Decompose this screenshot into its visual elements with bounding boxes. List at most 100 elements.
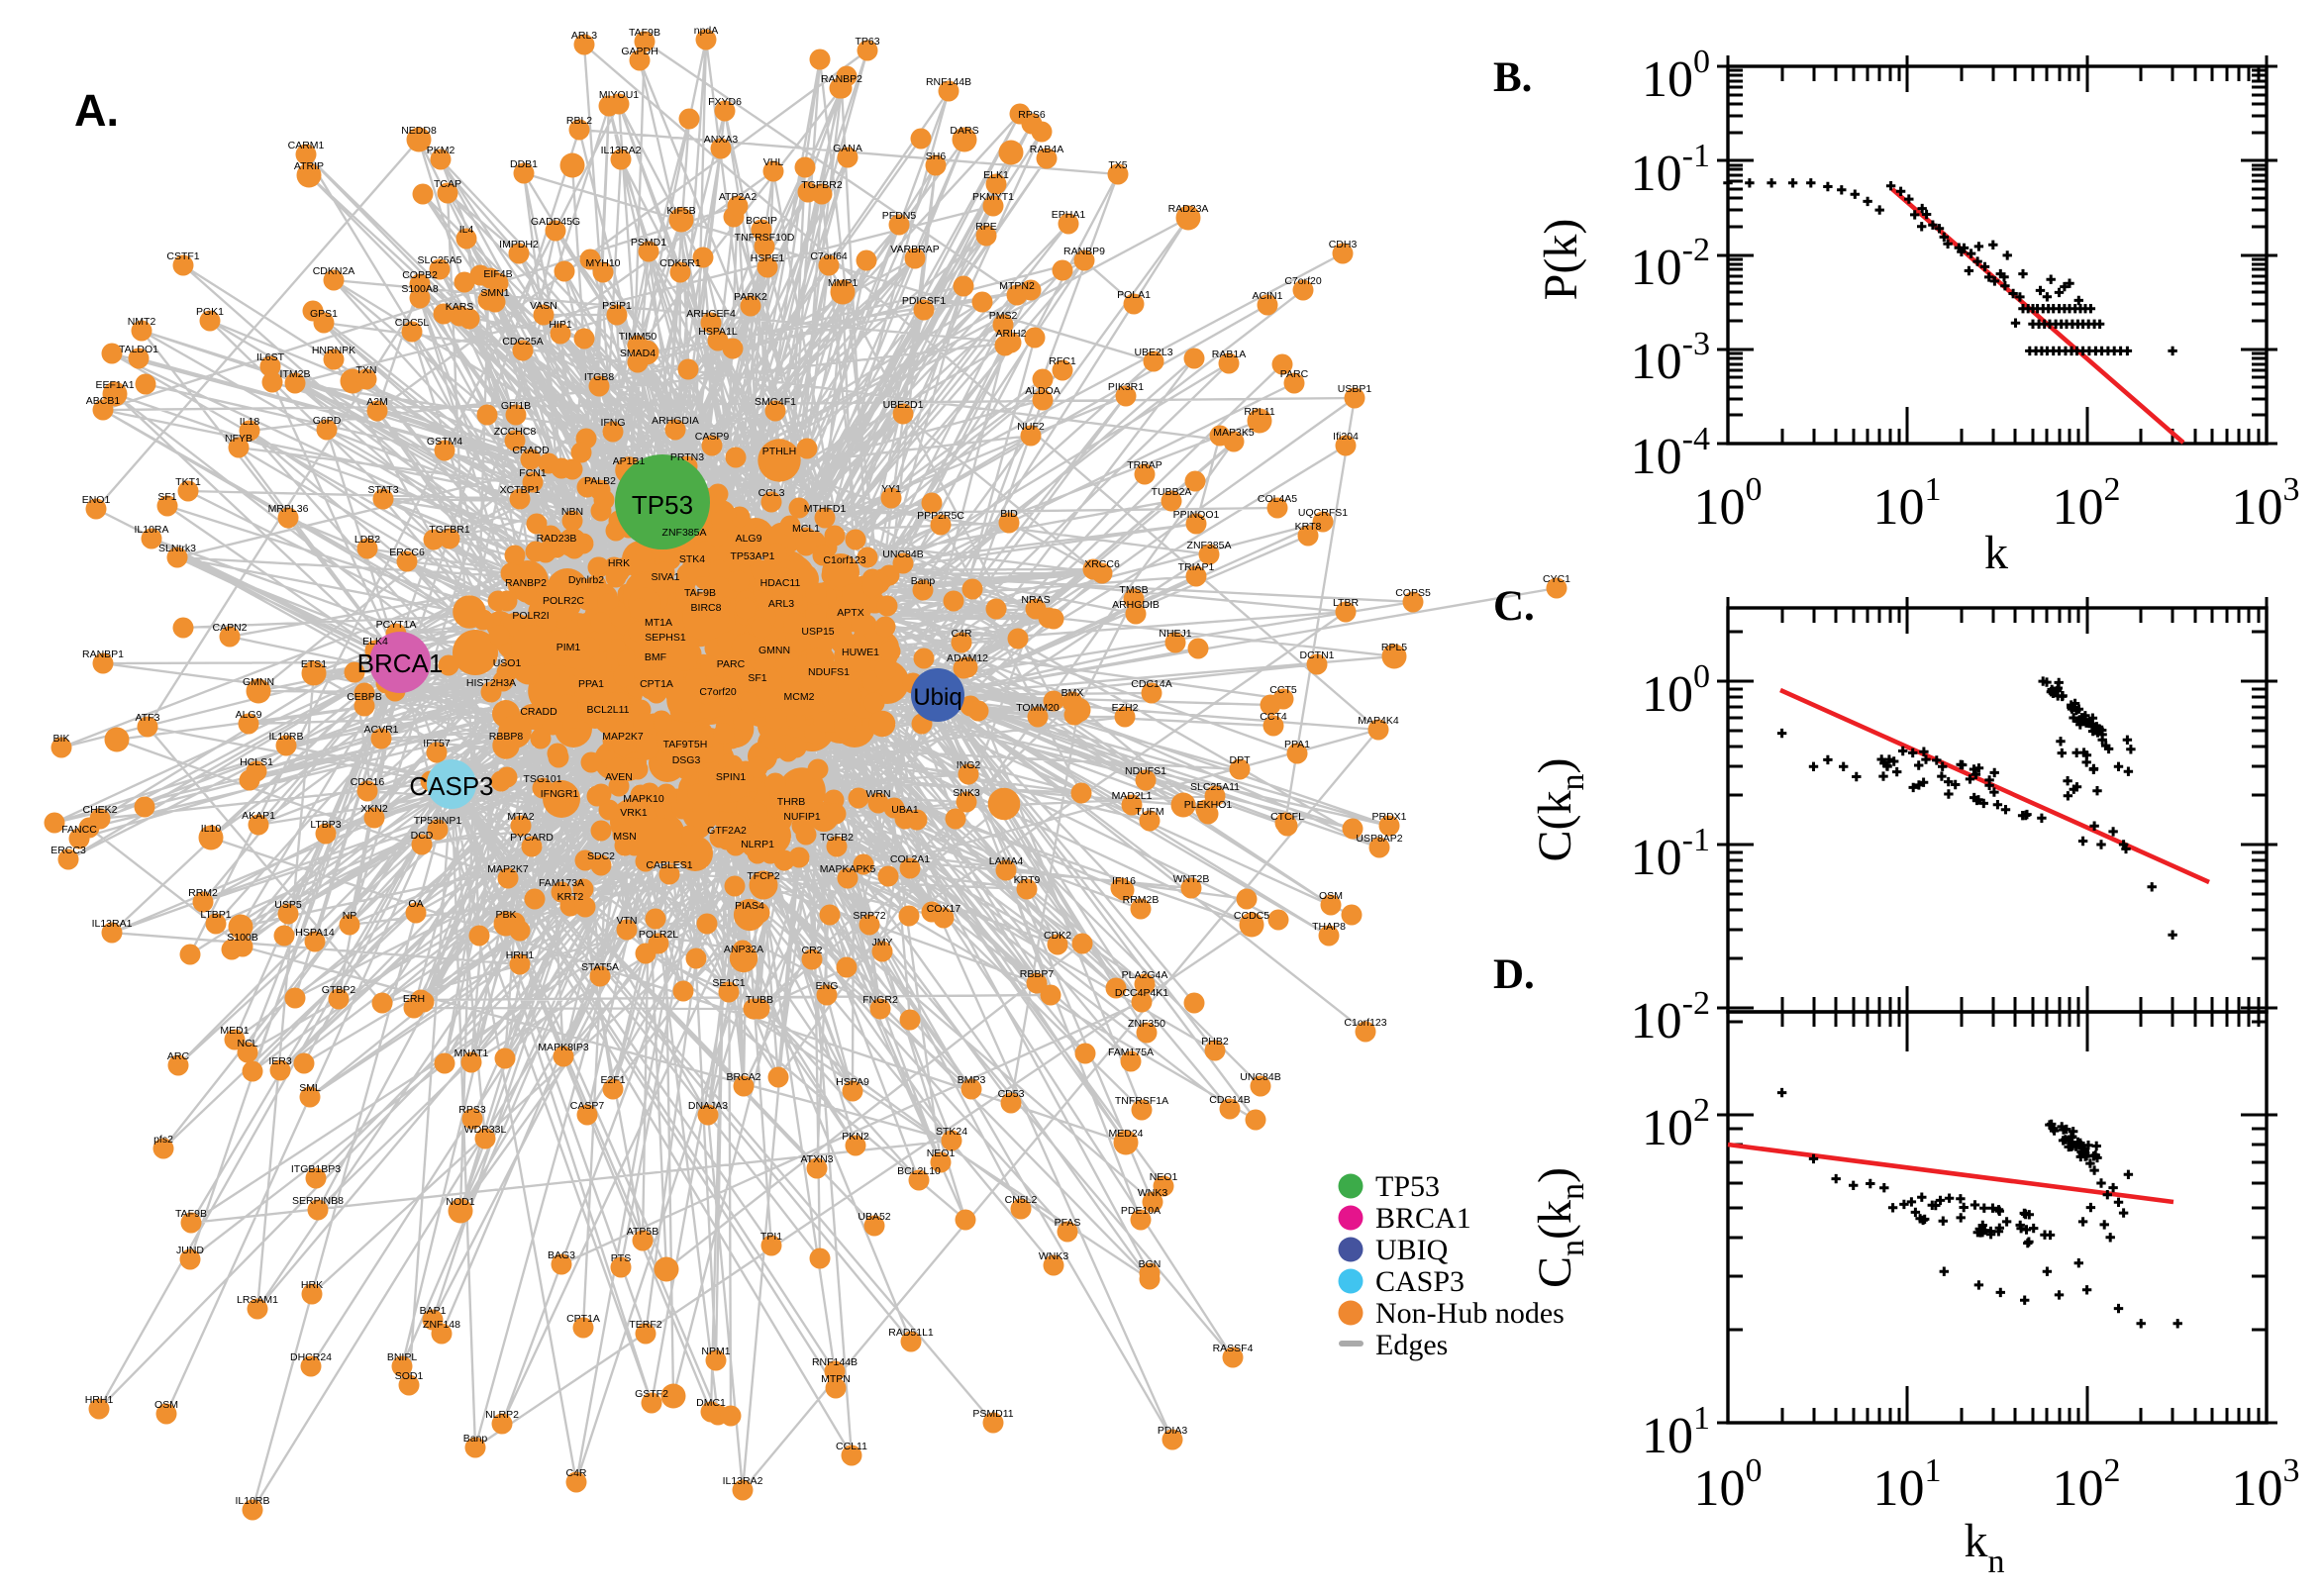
svg-text:AVEN: AVEN	[605, 771, 633, 783]
svg-text:HSPA1L: HSPA1L	[698, 326, 738, 338]
svg-text:NLRP1: NLRP1	[741, 839, 774, 850]
svg-text:CASP3: CASP3	[1375, 1265, 1464, 1298]
svg-text:101: 101	[1873, 471, 1942, 536]
svg-text:PARK2: PARK2	[734, 291, 767, 303]
svg-text:HSPA9: HSPA9	[836, 1076, 869, 1088]
svg-text:SF1: SF1	[157, 491, 176, 503]
svg-text:ERCC6: ERCC6	[389, 547, 425, 558]
svg-text:ANXA3: ANXA3	[704, 134, 739, 146]
svg-text:HRH1: HRH1	[506, 949, 535, 961]
svg-text:KRT2: KRT2	[557, 891, 584, 903]
svg-text:ACIN1: ACIN1	[1253, 290, 1283, 302]
svg-text:PSIP1: PSIP1	[602, 300, 632, 312]
svg-text:VRK1: VRK1	[620, 807, 648, 819]
svg-text:TXN: TXN	[356, 364, 377, 376]
svg-text:GMNN: GMNN	[758, 645, 790, 656]
svg-text:IL10: IL10	[201, 823, 222, 835]
svg-text:MRPL36: MRPL36	[268, 503, 309, 515]
svg-text:FXYD6: FXYD6	[708, 96, 742, 108]
svg-text:D.: D.	[1493, 951, 1535, 998]
svg-text:POLR2C: POLR2C	[543, 595, 584, 607]
svg-text:GTF2A2: GTF2A2	[707, 825, 747, 837]
svg-text:CYC1: CYC1	[1543, 573, 1570, 585]
svg-text:OSM: OSM	[1319, 890, 1343, 902]
svg-text:CN5L2: CN5L2	[1005, 1194, 1038, 1206]
svg-text:102: 102	[2053, 471, 2121, 536]
svg-text:C1orf123: C1orf123	[1344, 1017, 1386, 1029]
svg-text:ZNF385A: ZNF385A	[1187, 540, 1232, 551]
svg-text:IFNGR1: IFNGR1	[541, 788, 579, 800]
svg-text:COPS5: COPS5	[1395, 587, 1431, 599]
svg-text:ITM2B: ITM2B	[280, 368, 311, 380]
svg-text:SNK3: SNK3	[953, 787, 980, 799]
svg-text:UBA52: UBA52	[858, 1211, 890, 1223]
svg-text:DARS: DARS	[950, 125, 978, 137]
svg-text:WRN: WRN	[865, 788, 890, 800]
svg-text:IFI16: IFI16	[1112, 875, 1136, 887]
svg-text:MAP2K7: MAP2K7	[487, 863, 529, 875]
svg-text:NBN: NBN	[561, 506, 583, 518]
svg-text:103: 103	[2232, 1452, 2300, 1517]
svg-text:CDK2: CDK2	[1044, 930, 1071, 942]
svg-text:APTX: APTX	[837, 607, 863, 619]
svg-text:TRRAP: TRRAP	[1127, 459, 1162, 471]
svg-text:RASSF4: RASSF4	[1213, 1343, 1254, 1354]
svg-text:CCL11: CCL11	[836, 1441, 867, 1452]
svg-text:VTN: VTN	[617, 915, 638, 927]
svg-text:101: 101	[1873, 1452, 1942, 1517]
svg-text:ELK4: ELK4	[362, 636, 388, 648]
svg-text:C.: C.	[1493, 583, 1535, 630]
svg-text:C(kn): C(kn)	[1529, 758, 1591, 862]
svg-text:FCN1: FCN1	[519, 467, 547, 479]
svg-text:NUFIP1: NUFIP1	[783, 811, 821, 823]
svg-text:RBL2: RBL2	[566, 115, 592, 127]
svg-text:TP53INP1: TP53INP1	[414, 815, 462, 827]
svg-text:COL4A5: COL4A5	[1258, 493, 1297, 505]
svg-text:pfs2: pfs2	[153, 1134, 173, 1146]
svg-text:Banp: Banp	[463, 1433, 488, 1445]
svg-text:MAPKAPK5: MAPKAPK5	[820, 863, 876, 875]
svg-text:C7orf20: C7orf20	[1284, 275, 1322, 287]
svg-text:TP53: TP53	[1375, 1170, 1440, 1203]
svg-text:PALB2: PALB2	[584, 475, 616, 487]
svg-text:PPA1: PPA1	[578, 678, 604, 690]
svg-text:10-3: 10-3	[1631, 326, 1710, 390]
svg-text:GADD45G: GADD45G	[531, 216, 580, 228]
svg-text:ARIH2: ARIH2	[996, 328, 1027, 340]
svg-text:RRM2B: RRM2B	[1123, 894, 1160, 906]
svg-text:DNAJA3: DNAJA3	[688, 1100, 728, 1112]
svg-text:PDICSF1: PDICSF1	[902, 295, 947, 307]
svg-text:C4R: C4R	[951, 628, 971, 640]
svg-text:ERCC3: ERCC3	[50, 845, 86, 856]
svg-text:CASP3: CASP3	[409, 771, 493, 801]
svg-text:TGFB2: TGFB2	[820, 832, 854, 844]
svg-text:SH6: SH6	[926, 150, 947, 162]
svg-text:SOD1: SOD1	[395, 1370, 424, 1382]
svg-text:C7orf64: C7orf64	[810, 250, 848, 262]
svg-text:CDC16: CDC16	[351, 776, 385, 788]
svg-text:PSMD11: PSMD11	[972, 1408, 1013, 1420]
svg-text:S100B: S100B	[227, 932, 258, 944]
svg-text:BMX: BMX	[1061, 687, 1084, 699]
svg-text:DDB1: DDB1	[510, 158, 538, 170]
svg-text:ERH: ERH	[403, 993, 425, 1005]
svg-text:PARC: PARC	[1280, 368, 1309, 380]
svg-text:FNGR2: FNGR2	[862, 994, 898, 1006]
svg-text:RPS6: RPS6	[1018, 109, 1046, 121]
svg-text:EPHA1: EPHA1	[1052, 209, 1086, 221]
svg-text:ARHGDIA: ARHGDIA	[652, 415, 699, 427]
svg-text:IL13RA2: IL13RA2	[601, 145, 642, 156]
svg-text:PIM1: PIM1	[556, 642, 581, 653]
svg-text:USO1: USO1	[493, 657, 522, 669]
svg-text:VHL: VHL	[763, 156, 784, 168]
svg-text:CDK5R1: CDK5R1	[659, 257, 701, 269]
svg-text:PARC: PARC	[717, 658, 746, 670]
svg-text:HIST2H3A: HIST2H3A	[466, 677, 516, 689]
svg-text:NMT2: NMT2	[128, 316, 156, 328]
svg-text:TOMM20: TOMM20	[1016, 702, 1060, 714]
svg-text:PHB2: PHB2	[1201, 1036, 1229, 1047]
svg-text:TAF9B: TAF9B	[175, 1208, 207, 1220]
svg-text:BRCA1: BRCA1	[357, 648, 444, 678]
svg-text:BAP1: BAP1	[420, 1305, 447, 1317]
svg-text:XKN2: XKN2	[360, 803, 388, 815]
